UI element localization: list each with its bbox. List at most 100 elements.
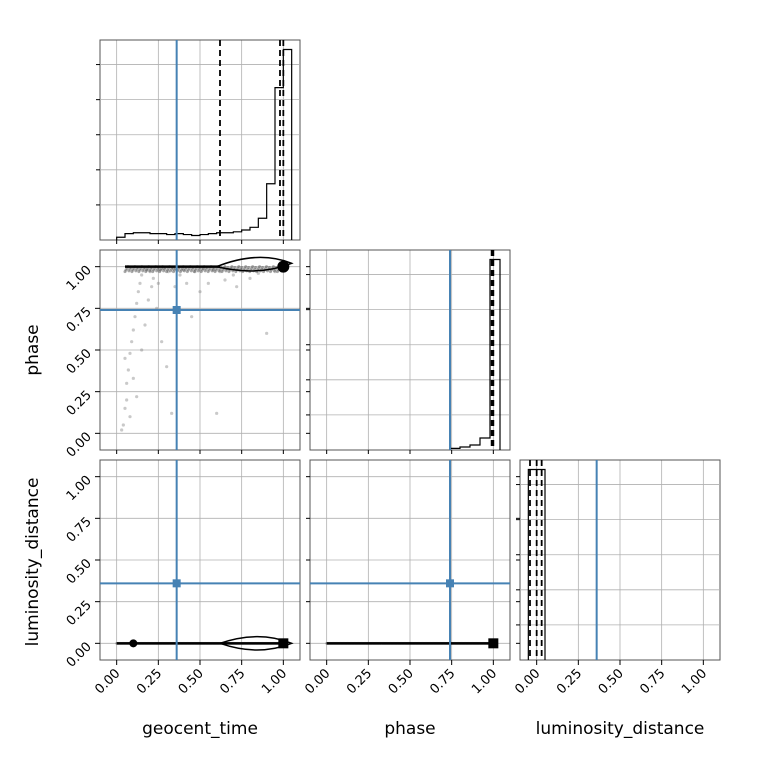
- density-peak: [278, 638, 289, 649]
- truth-marker: [446, 579, 454, 588]
- ytick-label: 0.00: [64, 640, 95, 671]
- xtick-label: 1.00: [469, 666, 500, 697]
- sample-point: [160, 340, 164, 344]
- density-contour: [217, 635, 294, 651]
- sample-point: [143, 323, 147, 327]
- xtick-label: 0.50: [596, 666, 627, 697]
- sample-point: [237, 265, 241, 269]
- sample-point: [128, 351, 132, 355]
- panel-0-0: [99, 39, 301, 241]
- sample-point: [230, 265, 234, 269]
- xtick-label: 0.25: [134, 666, 165, 697]
- xtick-label: 0.50: [176, 666, 207, 697]
- sample-point: [178, 273, 182, 277]
- ytick-label: 0.25: [64, 388, 95, 419]
- panel-2-1: [309, 459, 511, 661]
- sample-point: [150, 285, 154, 289]
- truth-marker: [172, 306, 181, 314]
- sample-point: [140, 273, 144, 277]
- sample-point: [126, 368, 130, 372]
- xtick-label: 1.00: [679, 666, 710, 697]
- xlabel-geocent-time: geocent_time: [142, 719, 258, 739]
- ylabel-phase: phase: [23, 324, 43, 375]
- xtick-label: 0.50: [386, 666, 417, 697]
- sample-point: [261, 266, 265, 269]
- sample-point: [130, 340, 134, 344]
- ytick-label: 0.50: [64, 556, 95, 587]
- density-contour: [214, 256, 294, 272]
- xtick-label: 0.75: [427, 666, 458, 697]
- sample-point: [251, 265, 255, 269]
- sample-point: [156, 281, 160, 285]
- ylabel-luminosity-distance: luminosity_distance: [23, 478, 43, 647]
- sample-point: [231, 273, 235, 277]
- sample-point: [131, 328, 135, 332]
- sample-point: [190, 315, 194, 319]
- density-peak: [129, 639, 138, 648]
- sample-point: [170, 411, 174, 415]
- sample-point: [258, 265, 262, 269]
- sample-point: [125, 398, 129, 402]
- sample-point: [131, 376, 135, 380]
- sample-point: [223, 278, 227, 282]
- xlabel-phase: phase: [384, 719, 435, 739]
- panel-1-0: [99, 249, 301, 451]
- sample-point: [254, 266, 258, 269]
- sample-point: [120, 428, 124, 432]
- sample-point: [135, 301, 139, 305]
- panel-2-0: [99, 459, 301, 661]
- sample-point: [247, 266, 251, 269]
- sample-point: [138, 281, 142, 285]
- panel-1-1: [309, 249, 511, 451]
- sample-point: [265, 331, 269, 335]
- sample-point: [146, 298, 150, 302]
- histogram-phase: [449, 258, 501, 450]
- sample-point: [185, 281, 189, 285]
- xtick-label: 0.25: [554, 666, 585, 697]
- ytick-label: 0.50: [64, 346, 95, 377]
- sample-point: [233, 266, 237, 269]
- ytick-label: 0.75: [64, 305, 95, 336]
- panel-2-2: [519, 459, 721, 661]
- density-peak: [277, 260, 290, 273]
- sample-point: [267, 266, 271, 269]
- sample-point: [136, 290, 140, 294]
- xtick-label: 1.00: [259, 666, 290, 697]
- density-peak: [488, 638, 499, 649]
- ytick-label: 0.00: [64, 430, 95, 461]
- sample-point: [135, 395, 139, 399]
- sample-point: [244, 265, 248, 269]
- sample-point: [123, 406, 127, 410]
- xlabel-luminosity-distance: luminosity_distance: [536, 719, 705, 739]
- xtick-label: 0.00: [92, 666, 123, 697]
- ytick-label: 0.25: [64, 598, 95, 629]
- sample-point: [165, 365, 169, 369]
- histogram-geocent_time: [116, 48, 293, 240]
- sample-point: [240, 266, 244, 269]
- sample-point: [123, 356, 127, 360]
- sample-point: [133, 315, 137, 319]
- sample-point: [248, 276, 252, 280]
- sample-point: [140, 348, 144, 352]
- ytick-label: 1.00: [64, 473, 95, 504]
- sample-point: [206, 281, 210, 285]
- sample-point: [121, 423, 125, 427]
- sample-point: [128, 415, 132, 419]
- xtick-label: 0.00: [512, 666, 543, 697]
- histogram-luminosity_distance: [527, 468, 546, 660]
- xtick-label: 0.00: [302, 666, 333, 697]
- sample-point: [235, 285, 239, 289]
- sample-point: [215, 411, 219, 415]
- sample-point: [198, 290, 202, 294]
- ytick-label: 0.75: [64, 515, 95, 546]
- truth-marker: [172, 579, 181, 588]
- xtick-label: 0.25: [344, 666, 375, 697]
- sample-point: [265, 265, 269, 269]
- ytick-label: 1.00: [64, 263, 95, 294]
- xtick-label: 0.75: [637, 666, 668, 697]
- sample-point: [125, 381, 129, 385]
- sample-point: [223, 265, 227, 269]
- sample-point: [151, 276, 155, 280]
